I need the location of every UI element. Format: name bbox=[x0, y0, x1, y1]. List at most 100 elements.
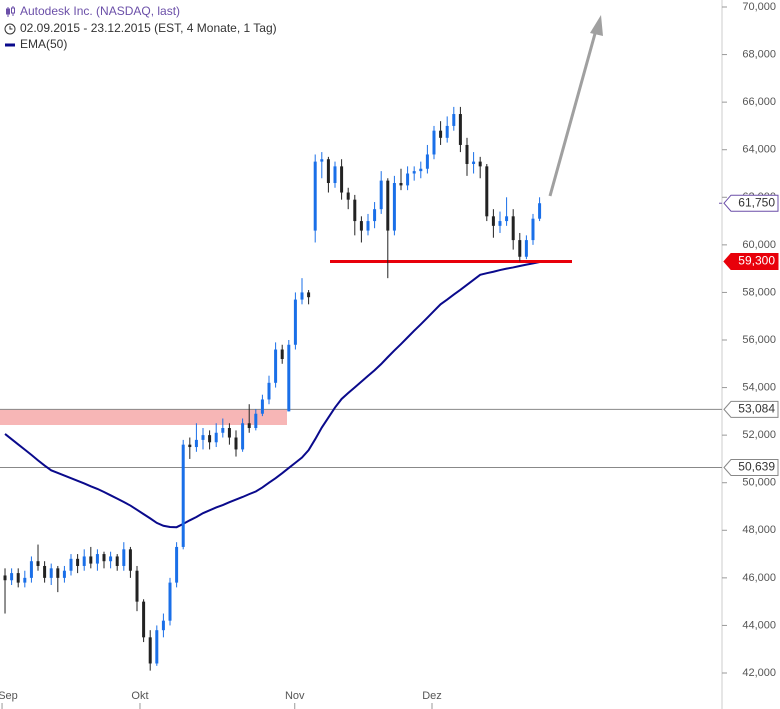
candle bbox=[161, 613, 165, 638]
resistance-zone bbox=[0, 409, 287, 425]
x-tick-label: Dez bbox=[422, 690, 442, 702]
y-tick-label: 52,000 bbox=[742, 429, 776, 441]
candle bbox=[36, 544, 40, 571]
candle-body bbox=[366, 221, 370, 231]
candle bbox=[43, 561, 47, 583]
candle bbox=[392, 175, 396, 236]
candle bbox=[300, 278, 304, 305]
y-tick-label: 66,000 bbox=[742, 96, 776, 108]
candle bbox=[29, 556, 33, 583]
price-tag bbox=[723, 194, 779, 212]
legend-title: Autodesk Inc. (NASDAQ, last) bbox=[20, 4, 180, 18]
candle bbox=[56, 565, 60, 593]
candle-body bbox=[10, 573, 14, 581]
candle bbox=[168, 577, 172, 626]
candle-body bbox=[425, 154, 429, 169]
price-tag-label: 50,639 bbox=[738, 460, 775, 474]
candle-body bbox=[102, 554, 106, 562]
candle-body bbox=[518, 240, 522, 257]
price-tag bbox=[723, 459, 779, 477]
legend-label: EMA(50) bbox=[20, 37, 67, 51]
candle bbox=[346, 187, 350, 210]
candle bbox=[122, 542, 126, 571]
y-tick-label: 54,000 bbox=[742, 381, 776, 393]
candle-body bbox=[175, 546, 179, 583]
candle-body bbox=[128, 549, 132, 571]
clock-icon bbox=[4, 23, 16, 35]
candle-body bbox=[439, 130, 443, 138]
candle-body bbox=[333, 166, 337, 184]
candle bbox=[234, 430, 238, 457]
price-tag-label: 59,300 bbox=[738, 254, 775, 268]
candle-body bbox=[386, 180, 390, 231]
candle bbox=[221, 418, 225, 438]
candle bbox=[293, 292, 297, 350]
candle-body bbox=[82, 556, 86, 566]
candle-body bbox=[406, 173, 410, 186]
candle bbox=[208, 430, 212, 450]
candle bbox=[333, 161, 337, 188]
candle-body bbox=[76, 558, 80, 566]
candle-body bbox=[234, 437, 238, 450]
legend-subtitle: 02.09.2015 - 23.12.2015 (EST, 4 Monate, … bbox=[20, 21, 277, 35]
candle-body bbox=[43, 565, 47, 578]
candle bbox=[254, 408, 258, 431]
candle-body bbox=[89, 556, 93, 564]
candle bbox=[326, 156, 330, 193]
candle bbox=[340, 159, 344, 200]
y-tick-label: 58,000 bbox=[742, 286, 776, 298]
candle-body bbox=[458, 114, 462, 145]
x-tick-label: Nov bbox=[285, 690, 305, 702]
candle-body bbox=[524, 240, 528, 257]
y-tick-label: 60,000 bbox=[742, 239, 776, 251]
candle-icon bbox=[6, 6, 15, 17]
y-tick-label: 64,000 bbox=[742, 144, 776, 156]
candle bbox=[439, 121, 443, 145]
candle bbox=[274, 342, 278, 388]
candle bbox=[505, 197, 509, 226]
candle-body bbox=[274, 349, 278, 383]
candle bbox=[472, 152, 476, 174]
candle-body bbox=[313, 161, 317, 231]
candle bbox=[10, 568, 14, 585]
candle-body bbox=[69, 558, 73, 571]
candle-body bbox=[399, 183, 403, 186]
candle-body bbox=[320, 159, 324, 162]
candle bbox=[188, 437, 192, 459]
candle bbox=[478, 156, 482, 179]
y-tick-label: 42,000 bbox=[742, 667, 776, 679]
candle bbox=[458, 106, 462, 153]
trend-arrow bbox=[548, 15, 603, 197]
candle bbox=[491, 209, 495, 238]
candle bbox=[23, 570, 27, 588]
candle-body bbox=[36, 561, 40, 566]
candle bbox=[373, 202, 377, 229]
candle-body bbox=[293, 299, 297, 345]
candle bbox=[313, 154, 317, 243]
candle bbox=[89, 546, 93, 569]
y-tick-label: 56,000 bbox=[742, 334, 776, 346]
candle bbox=[135, 565, 139, 612]
candle bbox=[511, 209, 515, 250]
x-tick-label: Sep bbox=[0, 690, 18, 702]
candle bbox=[109, 551, 113, 569]
candle bbox=[353, 194, 357, 236]
price-tag-label: 53,084 bbox=[738, 402, 775, 416]
candle bbox=[518, 232, 522, 262]
candle bbox=[76, 554, 80, 574]
candle-body bbox=[307, 292, 311, 298]
candle-body bbox=[260, 399, 264, 414]
y-tick-label: 48,000 bbox=[742, 524, 776, 536]
x-tick-label: Okt bbox=[131, 690, 148, 702]
candle-body bbox=[227, 428, 231, 438]
candle-body bbox=[181, 444, 185, 547]
candle-body bbox=[538, 203, 542, 219]
candle bbox=[115, 554, 119, 571]
candle-body bbox=[419, 168, 423, 172]
candle-body bbox=[23, 577, 27, 583]
candle-body bbox=[201, 435, 205, 440]
price-tag bbox=[723, 253, 779, 271]
candle bbox=[175, 542, 179, 588]
candle bbox=[181, 439, 185, 550]
